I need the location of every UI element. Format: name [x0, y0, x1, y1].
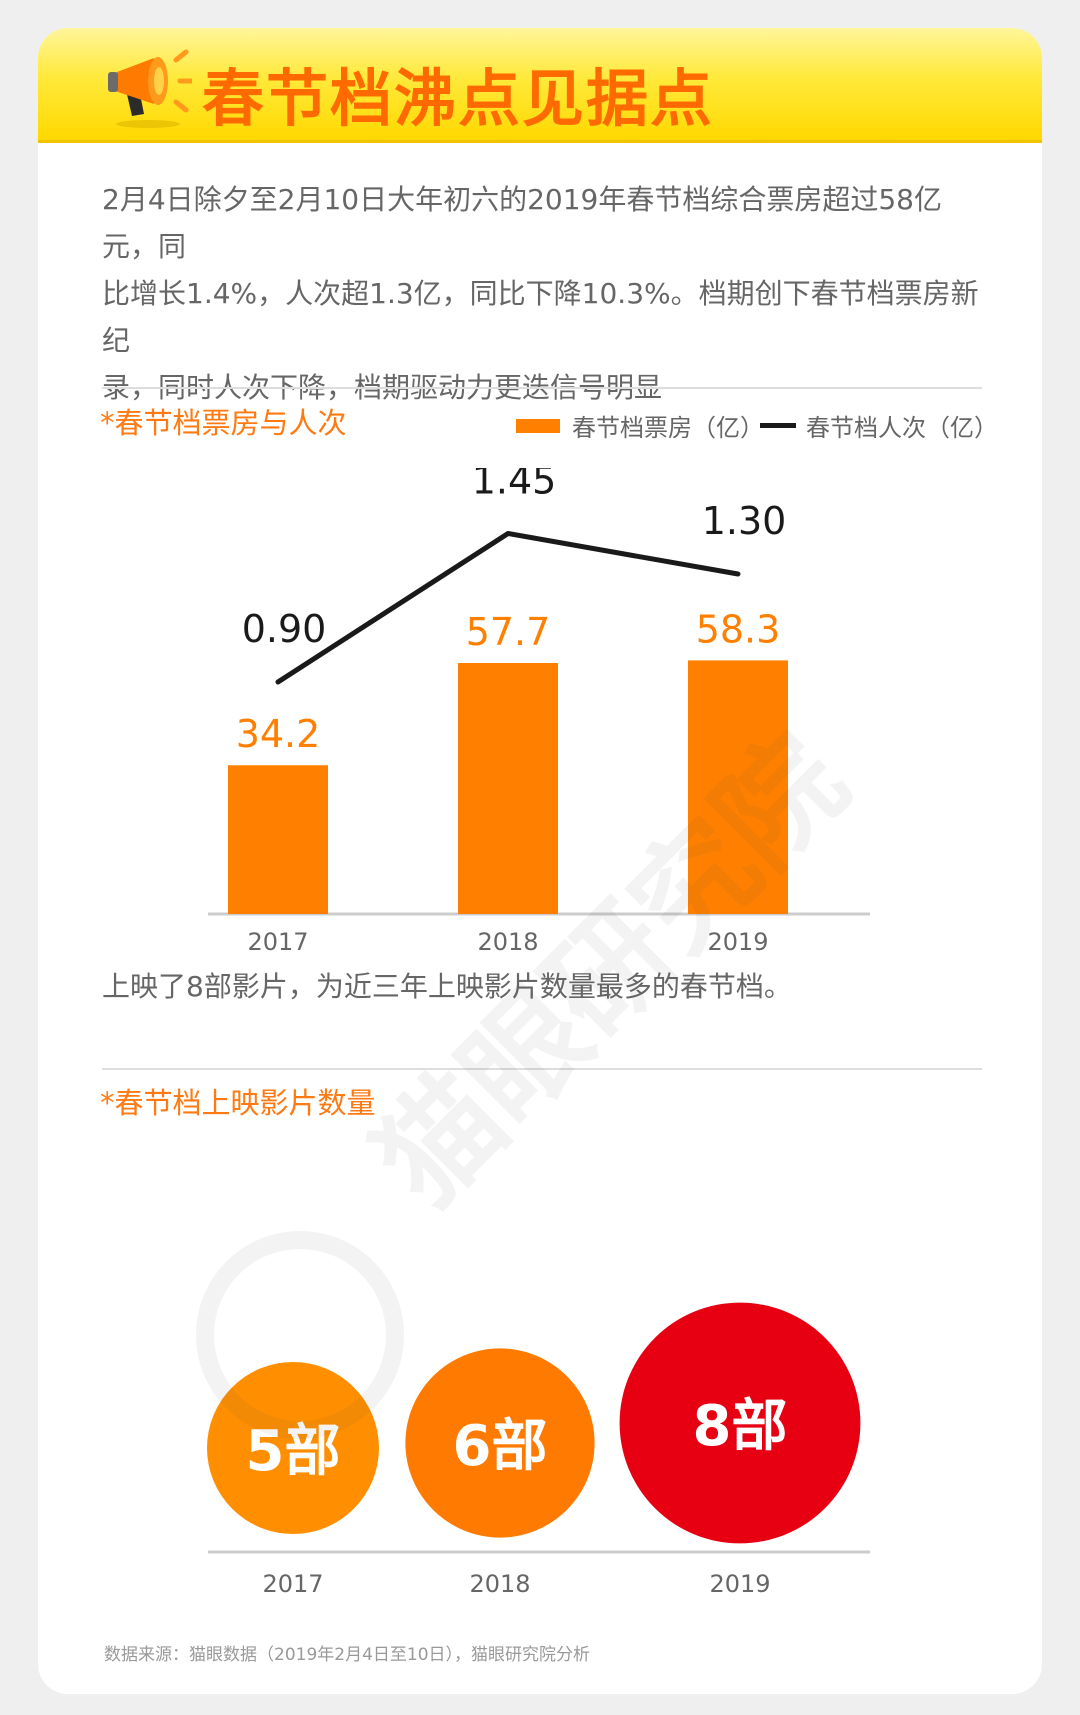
intro-paragraph: 2月4日除夕至2月10日大年初六的2019年春节档综合票房超过58亿元，同 比增… [102, 176, 982, 411]
chart2-title: *春节档上映影片数量 [100, 1086, 376, 1120]
intro-line: 2月4日除夕至2月10日大年初六的2019年春节档综合票房超过58亿元，同 [102, 183, 942, 263]
x-tick-label: 2018 [477, 928, 538, 956]
chart1-title: *春节档票房与人次 [100, 406, 347, 440]
bar-2017 [228, 765, 328, 914]
megaphone-icon [108, 49, 192, 128]
section2-intro: 上映了8部影片，为近三年上映影片数量最多的春节档。 [102, 970, 792, 1003]
x-tick-label: 2017 [247, 928, 308, 956]
bar-2019 [688, 660, 788, 914]
line-value-label: 1.30 [702, 499, 787, 543]
bubble-2019 [619, 1302, 861, 1544]
bar-value-label: 58.3 [696, 607, 781, 651]
bar-2018 [458, 663, 558, 914]
bubble-2017 [207, 1362, 379, 1534]
x-tick-label: 2019 [709, 1570, 770, 1598]
page-title: 春节档沸点见据点 [202, 62, 715, 135]
film-count-chart: 5部 2017 6部 2018 8部 2019 [207, 1302, 870, 1598]
box-office-admissions-chart: 34.2 2017 57.7 2018 58.3 2019 0.90 1.45 1.30 [208, 468, 870, 956]
section-divider [102, 1068, 982, 1070]
data-source-note: 数据来源：猫眼数据（2019年2月4日至10日），猫眼研究院分析 [104, 1645, 591, 1665]
legend-admissions: 春节档人次（亿） [760, 408, 998, 443]
admissions-line [275, 531, 741, 685]
bar-value-label: 57.7 [466, 610, 551, 654]
x-tick-label: 2017 [262, 1570, 323, 1598]
intro-line: 比增长1.4%，人次超1.3亿，同比下降10.3%。档期创下春节档票房新纪 [102, 277, 979, 357]
bubble-2018 [405, 1348, 595, 1538]
bubble-value-label: 5部 [246, 1419, 341, 1484]
legend-bar-swatch [516, 418, 560, 433]
infographic-card: 春节档沸点见据点 2月4日除夕至2月10日大年初六的2019年春节档综合票房超过… [38, 28, 1042, 1694]
bubble-value-label: 8部 [693, 1394, 788, 1459]
header-banner: 春节档沸点见据点 [38, 28, 1042, 143]
legend-line-swatch [760, 423, 796, 428]
line-value-label: 1.45 [472, 468, 557, 503]
line-value-label: 0.90 [242, 607, 327, 651]
legend-label: 春节档人次（亿） [806, 414, 998, 442]
x-tick-label: 2019 [707, 928, 768, 956]
x-tick-label: 2018 [469, 1570, 530, 1598]
section-divider [102, 387, 982, 389]
bar-value-label: 34.2 [236, 712, 321, 756]
bubble-value-label: 6部 [453, 1414, 548, 1479]
legend-box-office: 春节档票房（亿） [516, 408, 764, 443]
legend-label: 春节档票房（亿） [572, 414, 764, 442]
